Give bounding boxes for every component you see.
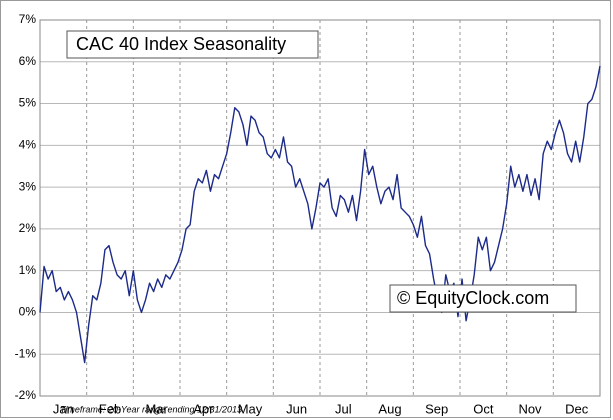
x-tick-label: Sep <box>425 401 448 416</box>
x-tick-label: Aug <box>378 401 401 416</box>
watermark: © EquityClock.com <box>397 288 549 308</box>
x-tick-label: Feb <box>99 401 121 416</box>
plot-frame <box>39 19 601 397</box>
y-tick-label: 2% <box>19 221 37 235</box>
y-tick-label: 5% <box>19 96 37 110</box>
x-tick-label: Dec <box>565 401 589 416</box>
x-tick-label: Mar <box>145 401 168 416</box>
y-tick-label: 0% <box>19 305 37 319</box>
y-tick-label: -1% <box>15 346 37 360</box>
x-tick-label: Apr <box>193 401 214 416</box>
title-box <box>66 30 319 59</box>
y-tick-label: -2% <box>15 388 37 402</box>
x-tick-label: Jun <box>286 401 307 416</box>
chart-title: CAC 40 Index Seasonality <box>76 34 286 54</box>
marks <box>39 65 601 364</box>
x-tick-label: Nov <box>518 401 542 416</box>
seasonality-line <box>39 65 601 364</box>
x-tick-label: Oct <box>473 401 494 416</box>
watermark-box <box>389 284 577 313</box>
x-tick-label: Jul <box>335 401 352 416</box>
y-tick-label: 6% <box>19 54 37 68</box>
y-tick-label: 4% <box>19 138 37 152</box>
x-tick-label: May <box>238 401 263 416</box>
footnote: Timeframe: 20-Year range ending 12/31/20… <box>60 404 242 414</box>
x-tick-label: Jan <box>53 401 74 416</box>
y-tick-label: 7% <box>19 12 37 26</box>
y-tick-label: 1% <box>19 263 37 277</box>
y-tick-label: 3% <box>19 179 37 193</box>
